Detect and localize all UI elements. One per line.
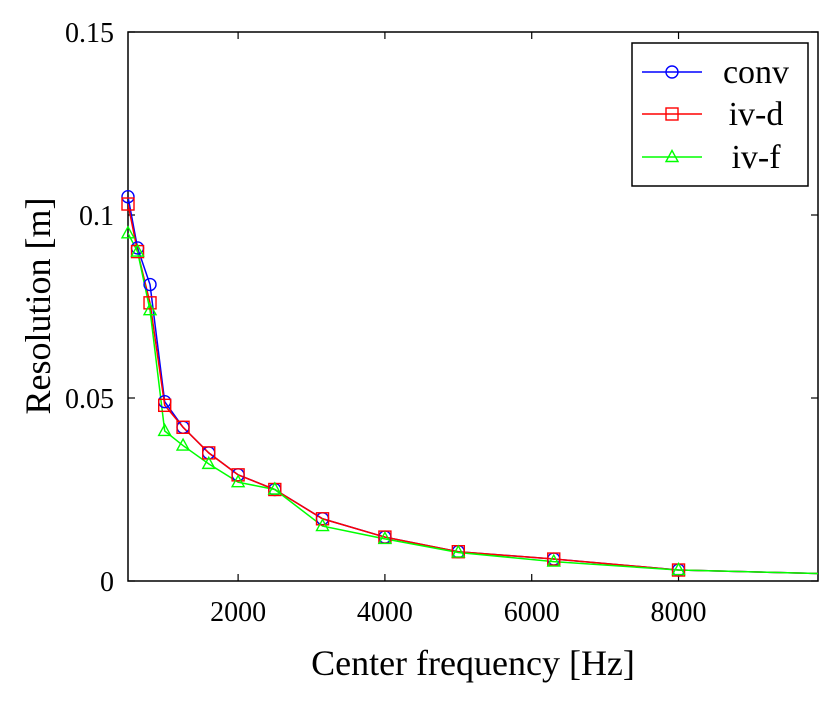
tick-labels: 2000 4000 6000 8000 0 0.05 0.1 0.15 [65, 18, 707, 628]
x-tick-label: 8000 [651, 597, 707, 628]
marker-triangle [201, 455, 216, 470]
marker-square [158, 398, 172, 413]
marker-square [315, 512, 330, 526]
y-axis-label: Resolution [m] [18, 198, 58, 415]
x-tick-label: 4000 [357, 597, 413, 628]
marker-triangle [230, 474, 246, 488]
marker-square [231, 468, 245, 482]
legend-label-iv-d: iv-d [729, 96, 784, 133]
series-line-conv [128, 196, 818, 575]
markers-layer [120, 189, 686, 577]
marker-triangle [142, 302, 158, 316]
legend: conv iv-d iv-f [631, 42, 809, 187]
legend-label-conv: conv [723, 54, 789, 91]
plot-frame [127, 31, 819, 582]
marker-triangle [130, 243, 145, 257]
x-tick-label: 6000 [504, 597, 560, 628]
legend-label-iv-f: iv-f [731, 139, 781, 176]
marker-triangle [671, 562, 686, 576]
marker-triangle [451, 544, 466, 558]
x-tick-label: 2000 [210, 597, 266, 628]
marker-square [176, 420, 190, 434]
marker-triangle [546, 553, 561, 567]
marker-circle [121, 189, 135, 204]
marker-triangle [315, 518, 330, 532]
marker-square [143, 296, 157, 310]
marker-triangle [664, 149, 680, 163]
marker-circle [143, 277, 157, 292]
series-line-iv-d [128, 203, 818, 575]
marker-square [665, 107, 679, 121]
marker-triangle [157, 422, 172, 437]
y-tick-label: 0.05 [65, 384, 114, 415]
x-axis-label: Center frequency [Hz] [311, 643, 635, 683]
series-layer [128, 196, 818, 575]
marker-triangle [377, 530, 393, 545]
marker-square [121, 197, 135, 211]
y-tick-label: 0.1 [79, 201, 114, 232]
y-tick-label: 0.15 [65, 18, 114, 49]
y-tick-label: 0 [100, 567, 114, 598]
marker-square [547, 552, 561, 566]
series-line-iv-f [128, 232, 818, 575]
marker-triangle [267, 481, 282, 495]
marker-square [202, 446, 216, 460]
marker-triangle [175, 437, 191, 451]
marker-circle [665, 65, 679, 79]
marker-triangle [120, 225, 136, 239]
